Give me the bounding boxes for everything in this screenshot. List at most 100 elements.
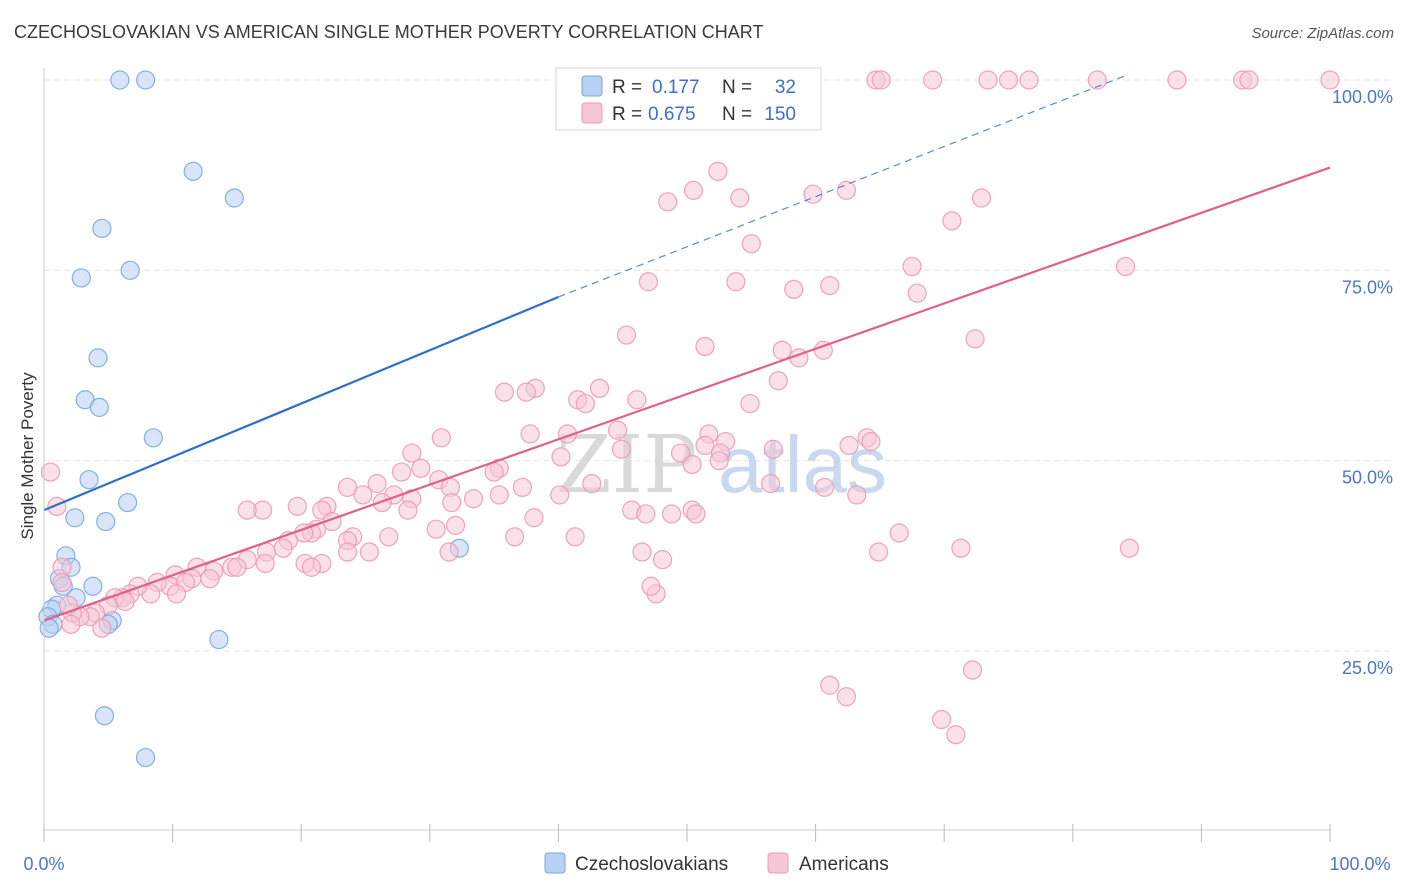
data-points [38, 70, 1340, 768]
stats-legend-n-value-2: 150 [764, 104, 796, 125]
point-americans-45 [607, 420, 628, 440]
point-americans-27 [820, 275, 840, 296]
point-czechoslovakians-3 [224, 188, 244, 208]
point-americans-25 [726, 272, 746, 292]
point-americans-5 [978, 70, 998, 90]
point-americans-155 [565, 527, 585, 547]
point-americans-100 [505, 527, 525, 547]
point-americans-108 [337, 542, 358, 562]
point-americans-106 [632, 542, 652, 562]
point-americans-67 [367, 473, 387, 494]
point-americans-148 [652, 550, 673, 570]
point-americans-20 [942, 211, 962, 231]
point-czechoslovakians-6 [120, 260, 140, 280]
series-legend-swatch-americans [767, 852, 789, 874]
point-americans-143 [951, 538, 971, 558]
point-americans-117 [227, 557, 247, 577]
point-americans-74 [353, 485, 373, 505]
point-americans-11 [1239, 70, 1259, 90]
y-tick-label-25: 25.0% [1342, 658, 1393, 678]
point-czechoslovakians-14 [96, 511, 116, 532]
point-americans-8 [1087, 70, 1107, 90]
point-czechoslovakians-19 [83, 576, 103, 596]
point-americans-31 [695, 336, 715, 357]
trend-line-czechoslovakians [43, 295, 559, 512]
stats-legend-swatch-americans [581, 102, 603, 124]
point-americans-76 [463, 489, 484, 509]
point-americans-24 [638, 272, 659, 292]
x-tick-label-min: 0.0% [23, 854, 64, 874]
trend-line-americans [43, 166, 1331, 622]
stats-legend-n-label-2: N = [722, 104, 752, 125]
stats-legend: R = 0.177 N = 32 R = 0.675 N = 150 [555, 67, 822, 131]
y-axis-label: Single Mother Poverty [18, 372, 37, 540]
point-americans-55 [402, 443, 422, 463]
point-americans-91 [445, 515, 466, 535]
y-axis-tick-labels: 25.0% 50.0% 75.0% 100.0% [1332, 87, 1393, 678]
point-americans-81 [442, 492, 462, 513]
chart-title: CZECHOSLOVAKIAN VS AMERICAN SINGLE MOTHE… [14, 22, 763, 42]
point-americans-3 [871, 70, 891, 90]
x-tick-label-max: 100.0% [1329, 854, 1390, 874]
point-americans-51 [695, 435, 715, 456]
point-americans-96 [379, 527, 399, 547]
point-americans-39 [516, 382, 536, 402]
trend-line-extension-czechoslovakians [558, 75, 1125, 298]
point-czechoslovakians-4 [92, 218, 112, 239]
point-americans-125 [166, 584, 187, 604]
series-legend-label-czechoslovakians: Czechoslovakians [575, 854, 728, 875]
point-americans-4 [923, 70, 943, 90]
point-americans-92 [426, 519, 446, 539]
point-americans-47 [520, 424, 540, 444]
point-americans-23 [1115, 256, 1136, 277]
point-americans-70 [582, 473, 602, 494]
point-americans-105 [686, 504, 706, 524]
point-americans-150 [820, 675, 840, 695]
point-americans-78 [550, 485, 570, 505]
point-americans-62 [411, 458, 431, 478]
point-americans-61 [709, 451, 729, 471]
point-americans-63 [391, 462, 412, 482]
point-americans-41 [627, 390, 647, 410]
point-americans-85 [398, 500, 418, 520]
series-legend: Czechoslovakians Americans [544, 852, 889, 875]
stats-legend-r-label-1: R = [612, 77, 642, 98]
point-czechoslovakians-25 [39, 618, 59, 638]
point-americans-60 [682, 454, 702, 475]
point-americans-46 [431, 428, 451, 448]
point-americans-58 [551, 447, 571, 467]
point-americans-52 [763, 439, 783, 459]
point-americans-102 [661, 504, 682, 524]
chart-source: Source: ZipAtlas.com [1251, 25, 1394, 42]
point-czechoslovakians-9 [89, 397, 109, 417]
y-tick-label-75: 75.0% [1342, 277, 1393, 297]
point-americans-153 [946, 725, 966, 745]
point-americans-53 [839, 435, 859, 456]
series-legend-label-americans: Americans [799, 854, 889, 875]
point-americans-115 [255, 553, 275, 574]
point-americans-107 [439, 542, 459, 562]
point-americans-38 [494, 382, 514, 402]
point-americans-112 [273, 538, 293, 558]
point-americans-122 [200, 569, 220, 589]
point-americans-69 [512, 477, 532, 497]
point-americans-37 [589, 378, 610, 398]
stats-legend-r-value-2: 0.675 [648, 104, 696, 125]
stats-legend-swatch-czechoslovakians [581, 75, 603, 97]
point-americans-29 [616, 325, 637, 345]
trend-lines [43, 75, 1331, 622]
point-americans-139 [92, 618, 112, 638]
point-americans-13 [708, 161, 728, 181]
point-americans-154 [641, 576, 661, 596]
point-czechoslovakians-29 [94, 706, 115, 726]
point-americans-71 [760, 473, 781, 494]
point-americans-35 [768, 371, 788, 391]
point-americans-87 [237, 500, 257, 520]
point-americans-30 [965, 329, 985, 349]
point-americans-57 [670, 443, 691, 463]
point-americans-6 [998, 70, 1019, 90]
point-americans-14 [683, 180, 704, 200]
point-americans-16 [836, 180, 857, 200]
point-americans-72 [847, 485, 867, 505]
